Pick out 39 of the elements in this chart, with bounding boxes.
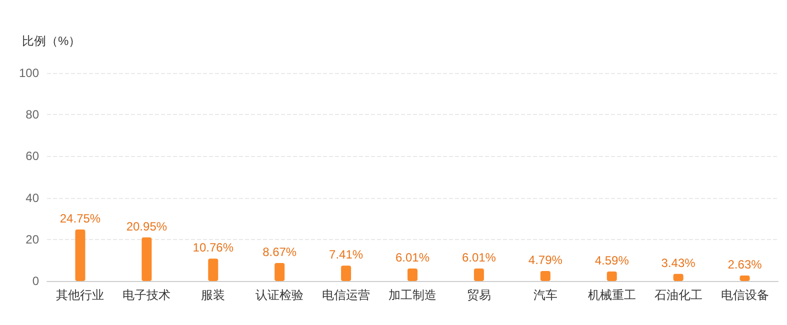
data-label: 6.01% xyxy=(395,250,430,264)
x-tick-label: 电子技术 xyxy=(122,288,171,302)
x-tick-label: 贸易 xyxy=(466,288,491,302)
bar xyxy=(341,266,352,281)
bar xyxy=(75,230,86,281)
y-tick-label: 0 xyxy=(32,274,40,288)
data-label: 20.95% xyxy=(126,219,168,234)
x-tick-label: 电信运营 xyxy=(322,288,370,302)
data-label: 7.41% xyxy=(329,248,364,262)
x-tick-label: 其他行业 xyxy=(56,288,104,302)
data-label: 10.76% xyxy=(192,240,234,255)
data-label: 4.79% xyxy=(528,253,563,268)
bar xyxy=(274,262,285,281)
y-tick-label: 80 xyxy=(26,108,40,122)
data-label: 24.75% xyxy=(60,212,101,226)
bar xyxy=(408,268,418,281)
bar xyxy=(540,271,550,281)
x-tick-label: 服装 xyxy=(201,288,226,302)
y-tick-label: 20 xyxy=(26,232,40,246)
y-tick-label: 100 xyxy=(18,66,40,80)
x-tick-label: 汽车 xyxy=(533,288,558,302)
data-label: 2.63% xyxy=(728,258,762,272)
data-label: 3.43% xyxy=(661,256,696,270)
bar xyxy=(673,274,684,281)
x-tick-label: 石油化工 xyxy=(654,288,702,302)
bar xyxy=(142,237,152,281)
bar xyxy=(606,271,617,281)
x-tick-label: 加工制造 xyxy=(388,288,436,302)
bar xyxy=(474,268,484,281)
data-label: 8.67% xyxy=(262,244,297,259)
x-tick-label: 机械重工 xyxy=(588,288,636,302)
x-tick-label: 电信设备 xyxy=(720,288,769,302)
data-label: 6.01% xyxy=(462,250,496,264)
y-axis-title: 比例（%） xyxy=(22,34,81,48)
bar xyxy=(208,258,218,281)
y-tick-label: 40 xyxy=(26,190,40,205)
y-tick-label: 60 xyxy=(26,149,40,164)
data-label: 4.59% xyxy=(594,253,630,268)
x-tick-label: 认证检验 xyxy=(256,288,304,302)
